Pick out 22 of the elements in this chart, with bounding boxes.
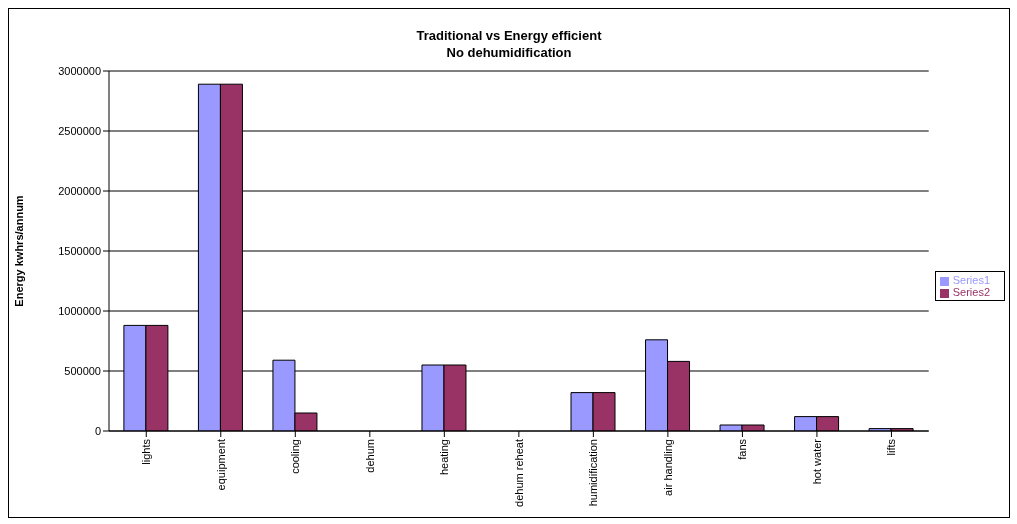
legend-label: Series1 [952,274,990,286]
x-tick-label: lifts [885,438,898,456]
x-tick-label: fans [736,438,749,460]
chart-title: Traditional vs Energy efficient No dehumidification [415,27,603,61]
x-tick-label: humidification [587,439,600,507]
y-tick-label: 3000000 [58,64,101,77]
y-axis-title: Energy kwhrs/annum [12,195,25,307]
x-tick-label: dehum reheat [512,439,525,507]
x-tick-label: dehum [363,439,376,473]
legend-label: Series2 [952,286,990,298]
x-tick-label: cooling [289,439,302,474]
y-tick-label: 0 [94,424,101,437]
y-tick-label: 500000 [64,364,101,377]
x-tick-label: lights [140,438,153,465]
x-tick-label: equipment [214,439,227,491]
x-tick-label: hot water [810,438,823,485]
x-tick-label: heating [438,439,451,476]
y-tick-label: 2000000 [58,184,101,197]
x-tick-label: air handling [661,439,674,496]
y-tick-label: 1500000 [58,244,101,257]
y-tick-label: 2500000 [58,124,101,137]
y-tick-label: 1000000 [58,304,101,317]
